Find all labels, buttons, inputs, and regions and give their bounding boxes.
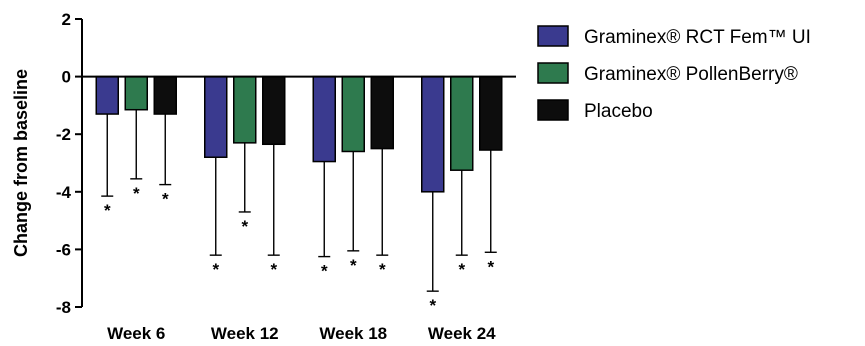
- bar: [95, 75, 119, 115]
- legend-swatch: [537, 99, 569, 121]
- x-tick-label: Week 6: [107, 324, 165, 343]
- bar: [124, 75, 148, 111]
- bar: [262, 75, 286, 146]
- x-tick-label: Week 18: [319, 324, 387, 343]
- plot-area: 2 0 -2 -4 -6 -8 * * * Week 6 * * * Week 12 * * * Week 18 *…: [56, 10, 516, 343]
- bar: [312, 75, 336, 163]
- y-tick-label: -2: [56, 125, 71, 144]
- significance-marker: *: [321, 262, 328, 281]
- significance-marker: *: [241, 217, 248, 236]
- bar: [479, 75, 503, 151]
- legend-swatch: [537, 25, 569, 47]
- significance-marker: *: [429, 296, 436, 315]
- legend: Graminex® RCT Fem™ UI Graminex® PollenBer…: [537, 25, 811, 122]
- significance-marker: *: [104, 201, 111, 220]
- y-tick-label: -4: [56, 183, 72, 202]
- x-tick-label: Week 24: [428, 324, 496, 343]
- bar: [153, 75, 177, 115]
- bar: [233, 75, 257, 144]
- significance-marker: *: [458, 260, 465, 279]
- y-tick-label: -6: [56, 240, 71, 259]
- y-tick-label: 0: [62, 68, 71, 87]
- significance-marker: *: [350, 256, 357, 275]
- legend-label: Graminex® RCT Fem™ UI: [584, 27, 811, 48]
- bar: [370, 75, 394, 150]
- y-tick-label: -8: [56, 298, 71, 317]
- significance-marker: *: [487, 257, 494, 276]
- significance-marker: *: [162, 190, 169, 209]
- bar: [204, 75, 228, 158]
- significance-marker: *: [212, 260, 219, 279]
- legend-label: Placebo: [584, 101, 653, 122]
- significance-marker: *: [379, 260, 386, 279]
- y-tick-label: 2: [62, 10, 71, 29]
- legend-label: Graminex® PollenBerry®: [584, 64, 798, 85]
- y-axis-title: Change from baseline: [11, 69, 31, 257]
- x-tick-label: Week 12: [211, 324, 279, 343]
- legend-swatch: [537, 62, 569, 84]
- significance-marker: *: [133, 184, 140, 203]
- bar: [450, 75, 474, 171]
- bar: [341, 75, 365, 153]
- bar: [421, 75, 445, 193]
- significance-marker: *: [270, 260, 277, 279]
